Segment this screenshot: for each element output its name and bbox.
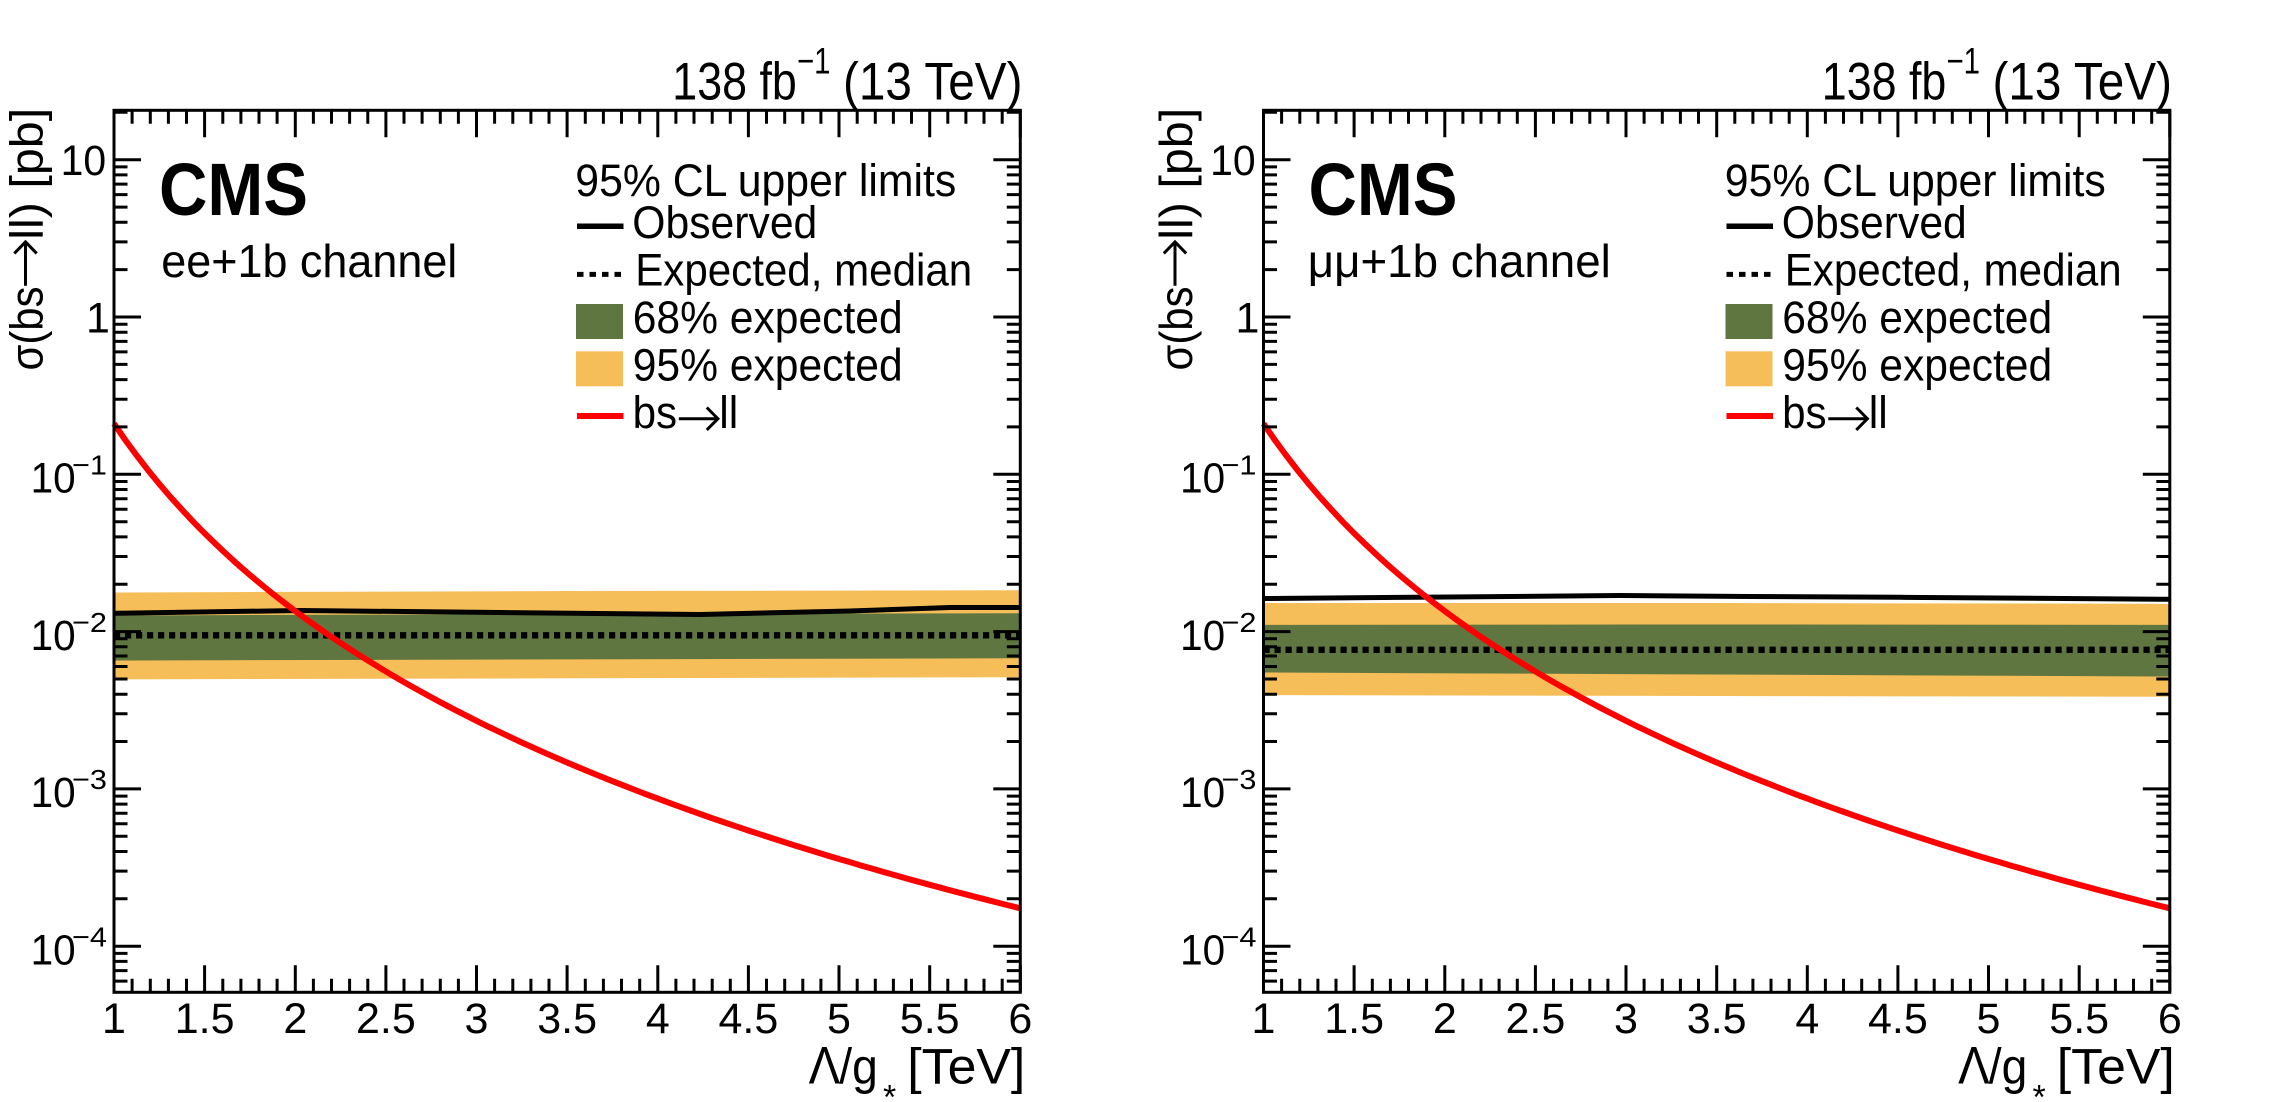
svg-text:3.5: 3.5 xyxy=(537,995,597,1043)
svg-text:4: 4 xyxy=(646,995,670,1043)
svg-text:10: 10 xyxy=(1180,927,1225,975)
svg-text:4: 4 xyxy=(1795,995,1819,1043)
svg-text:1: 1 xyxy=(86,295,110,343)
svg-text:95% expected: 95% expected xyxy=(633,340,903,391)
svg-text:Λ: Λ xyxy=(809,1037,841,1096)
svg-text:68% expected: 68% expected xyxy=(1782,292,2052,343)
svg-text:μμ+1b channel: μμ+1b channel xyxy=(1308,235,1611,287)
svg-text:bs: bs xyxy=(1782,387,1827,438)
svg-text:−2: −2 xyxy=(1222,607,1257,638)
svg-text:(13 TeV): (13 TeV) xyxy=(843,52,1023,111)
svg-text:/g: /g xyxy=(839,1039,878,1095)
svg-text:5: 5 xyxy=(827,995,851,1043)
svg-text:4.5: 4.5 xyxy=(1868,995,1928,1043)
svg-text:−1: −1 xyxy=(72,450,107,481)
svg-text:Expected, median: Expected, median xyxy=(1785,245,2122,296)
svg-text:10: 10 xyxy=(31,612,76,660)
svg-text:−3: −3 xyxy=(72,764,107,795)
svg-text:10: 10 xyxy=(1210,137,1256,185)
svg-text:−4: −4 xyxy=(72,922,107,953)
svg-text:10: 10 xyxy=(31,927,76,975)
svg-text:1: 1 xyxy=(1236,295,1260,343)
svg-text:2.5: 2.5 xyxy=(356,995,416,1043)
svg-text:2: 2 xyxy=(283,995,307,1043)
svg-text:138 fb: 138 fb xyxy=(672,52,797,111)
svg-text:2: 2 xyxy=(1433,995,1457,1043)
svg-text:−1: −1 xyxy=(1222,450,1257,481)
svg-text:*: * xyxy=(2033,1079,2046,1102)
svg-text:3.5: 3.5 xyxy=(1687,995,1747,1043)
svg-text:CMS: CMS xyxy=(159,148,308,231)
svg-text:138 fb: 138 fb xyxy=(1822,52,1947,111)
svg-text:10: 10 xyxy=(31,455,76,503)
svg-text:(13 TeV): (13 TeV) xyxy=(1993,52,2173,111)
svg-text:10: 10 xyxy=(61,137,107,185)
svg-text:ll: ll xyxy=(1869,387,1888,438)
svg-text:CMS: CMS xyxy=(1309,148,1458,231)
svg-text:Expected, median: Expected, median xyxy=(635,245,972,296)
svg-text:σ(bs: σ(bs xyxy=(1,287,53,371)
svg-text:Λ: Λ xyxy=(1958,1037,1990,1096)
svg-text:1: 1 xyxy=(102,995,126,1043)
svg-text:10: 10 xyxy=(1180,769,1225,817)
svg-text:Observed: Observed xyxy=(1782,197,1967,248)
svg-text:6: 6 xyxy=(1008,995,1032,1043)
svg-text:Observed: Observed xyxy=(632,197,817,248)
svg-text:ll: ll xyxy=(719,387,738,438)
svg-text:−1: −1 xyxy=(797,41,831,82)
svg-text:4.5: 4.5 xyxy=(719,995,779,1043)
svg-text:1.5: 1.5 xyxy=(1324,995,1384,1043)
svg-text:−2: −2 xyxy=(72,607,107,638)
svg-text:10: 10 xyxy=(1180,455,1225,503)
svg-text:ll) [pb]: ll) [pb] xyxy=(1150,108,1202,240)
svg-text:[TeV]: [TeV] xyxy=(2057,1039,2175,1095)
svg-text:2.5: 2.5 xyxy=(1506,995,1566,1043)
svg-text:*: * xyxy=(883,1079,896,1102)
svg-text:3: 3 xyxy=(1614,995,1638,1043)
svg-text:ee+1b channel: ee+1b channel xyxy=(161,235,457,287)
svg-text:1: 1 xyxy=(1252,995,1276,1043)
svg-text:5.5: 5.5 xyxy=(900,995,960,1043)
svg-text:/g: /g xyxy=(1989,1039,2028,1095)
svg-text:10: 10 xyxy=(31,769,76,817)
svg-text:−3: −3 xyxy=(1222,764,1257,795)
svg-text:−1: −1 xyxy=(1947,41,1981,82)
svg-text:[TeV]: [TeV] xyxy=(907,1039,1025,1095)
svg-text:10: 10 xyxy=(1180,612,1225,660)
svg-text:68% expected: 68% expected xyxy=(633,292,903,343)
svg-text:5: 5 xyxy=(1977,995,2001,1043)
svg-text:−4: −4 xyxy=(1222,922,1257,953)
svg-text:5.5: 5.5 xyxy=(2049,995,2109,1043)
svg-text:95% CL upper limits: 95% CL upper limits xyxy=(1725,155,2106,206)
svg-text:σ(bs: σ(bs xyxy=(1150,287,1202,371)
svg-text:95% expected: 95% expected xyxy=(1782,340,2052,391)
svg-text:1.5: 1.5 xyxy=(175,995,235,1043)
svg-text:3: 3 xyxy=(465,995,489,1043)
svg-text:bs: bs xyxy=(633,387,678,438)
svg-text:95% CL upper limits: 95% CL upper limits xyxy=(575,155,956,206)
svg-text:ll) [pb]: ll) [pb] xyxy=(1,108,53,240)
svg-text:6: 6 xyxy=(2158,995,2182,1043)
